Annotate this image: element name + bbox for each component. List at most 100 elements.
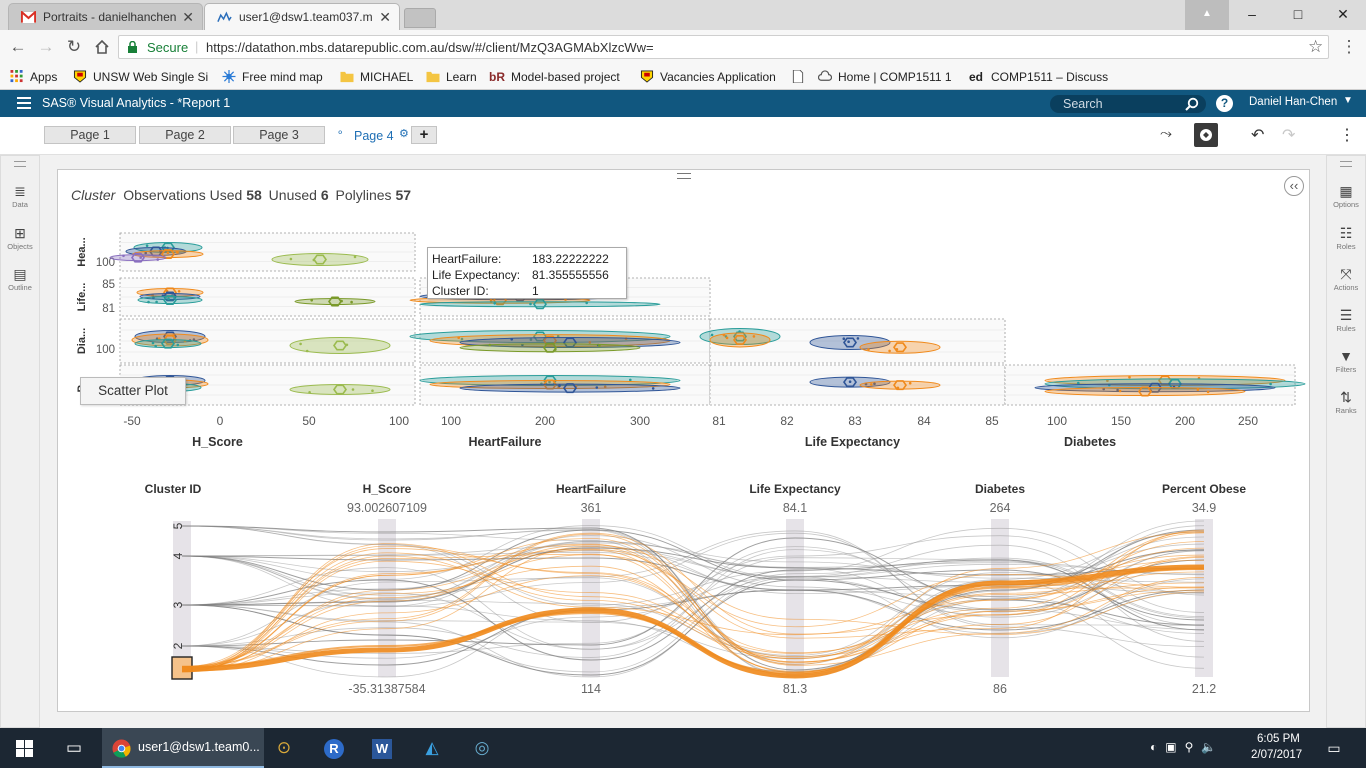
user-name[interactable]: Daniel Han-Chen <box>1249 96 1338 108</box>
observation-point <box>351 388 355 391</box>
search-input[interactable]: Search <box>1050 95 1206 113</box>
column-tick-label: 250 <box>1238 414 1258 428</box>
browser-app-icon[interactable]: ◎ <box>474 738 490 757</box>
remote-desktop-icon <box>217 11 232 23</box>
tab-page-3[interactable]: Page 3 <box>233 126 325 144</box>
axis-title: Percent Obese <box>1162 482 1246 496</box>
tab-page-4[interactable]: Page 4 <box>354 129 394 143</box>
menu-icon[interactable]: ⋮ <box>1340 37 1358 56</box>
redo-icon[interactable]: ↷ <box>1282 127 1296 144</box>
bookmark-apps[interactable]: Apps <box>10 68 57 86</box>
taskbar-app-chrome[interactable]: user1@dsw1.team0... <box>102 728 264 768</box>
sidebar-item-data[interactable]: ≣ Data <box>1 180 39 220</box>
maximize-button[interactable]: □ <box>1293 6 1303 22</box>
bookmark-unsw[interactable]: UNSW Web Single Si <box>73 68 208 86</box>
close-tab-icon[interactable]: ✕ <box>379 9 391 25</box>
task-view-icon[interactable]: ▭ <box>65 738 83 757</box>
cluster-ellipse <box>134 339 202 349</box>
new-tab-button[interactable] <box>404 8 436 28</box>
minimize-button[interactable]: – <box>1248 6 1256 22</box>
cluster-id-tick: 5 <box>171 522 185 529</box>
word-icon[interactable]: W <box>366 734 398 762</box>
help-icon[interactable]: ? <box>1216 95 1233 112</box>
polyline <box>181 544 1205 670</box>
close-tab-icon[interactable]: ✕ <box>182 9 194 25</box>
reload-icon[interactable]: ↻ <box>66 37 82 56</box>
address-bar[interactable]: Secure | https://datathon.mbs.datarepubl… <box>118 35 1329 59</box>
polyline <box>181 530 1205 668</box>
page-icon <box>792 70 804 83</box>
browser-tab-gmail[interactable]: Portraits - danielhanchen ✕ <box>8 3 203 30</box>
observation-point <box>166 251 170 255</box>
bookmark-comp1511-home[interactable]: Home | COMP1511 1 <box>818 68 952 86</box>
bookmark-star-icon[interactable]: ☆ <box>1308 37 1324 56</box>
ai-assist-button[interactable] <box>1194 123 1218 147</box>
bookmark-michael[interactable]: MICHAEL <box>340 68 413 86</box>
parallel-coordinates-plot[interactable]: Cluster ID H_Score 93.002607109 -35.3138758… <box>58 470 1311 713</box>
bookmark-model-based[interactable]: bR Model-based project <box>489 68 620 86</box>
search-icon[interactable] <box>1185 97 1199 111</box>
windows-start-icon[interactable] <box>16 740 33 757</box>
sidebar-item-filters[interactable]: ▼ Filters <box>1327 345 1365 385</box>
url-text[interactable]: https://datathon.mbs.datarepublic.com.au… <box>206 40 654 55</box>
observation-point <box>308 391 311 394</box>
cluster-ellipse <box>1044 387 1246 396</box>
tooltip-row: Life Expectancy: 81.355555556 <box>432 267 622 283</box>
chevron-down-icon[interactable]: ▼ <box>1343 95 1353 106</box>
sidebar-item-outline[interactable]: ▤ Outline <box>1 263 39 303</box>
sidebar-item-options[interactable]: ▦ Options <box>1327 180 1365 220</box>
drag-handle-icon[interactable] <box>677 173 691 179</box>
axis-title: HeartFailure <box>556 482 626 496</box>
forward-icon[interactable]: → <box>37 37 55 56</box>
observation-point <box>289 257 293 261</box>
observation-point <box>1196 388 1200 391</box>
app-icon[interactable]: ◭ <box>425 738 439 757</box>
tab-title: Portraits - danielhanchen <box>43 10 177 24</box>
sidebar-item-label: Filters <box>1335 365 1357 374</box>
sidebar-item-label: Actions <box>1333 283 1359 292</box>
browser-tab-sas[interactable]: user1@dsw1.team037.m ✕ <box>204 3 400 30</box>
sidebar-item-ranks[interactable]: ⇅ Ranks <box>1327 386 1365 426</box>
sidebar-item-objects[interactable]: ⊞ Objects <box>1 222 39 262</box>
folder-icon <box>426 71 440 83</box>
bookmark-label: Vacancies Application <box>660 70 776 84</box>
tab-page-2[interactable]: Page 2 <box>139 126 231 144</box>
column-tick-label: 100 <box>441 414 461 428</box>
bookmark-mindmap[interactable]: Free mind map <box>222 68 323 86</box>
tooltip-value: 1 <box>532 284 539 298</box>
collapse-icon[interactable]: ‹‹ <box>1284 176 1304 196</box>
add-page-button[interactable]: + <box>411 126 437 144</box>
undo-icon[interactable]: ↶ <box>1251 127 1265 144</box>
hamburger-menu-icon[interactable] <box>17 96 31 110</box>
sidebar-item-actions[interactable]: ⤧ Actions <box>1327 263 1365 303</box>
notifications-icon[interactable]: ▭ <box>1327 740 1341 756</box>
r-icon[interactable]: R <box>318 734 350 762</box>
polyline <box>181 549 1205 673</box>
tab-page-1[interactable]: Page 1 <box>44 126 136 144</box>
bookmark-comp1511-discuss[interactable]: ed COMP1511 – Discuss <box>969 68 1108 86</box>
bookmark-page[interactable] <box>791 68 811 86</box>
scatter-plot-matrix[interactable]: Hea...100Life...8581Dia...100P...-500501… <box>58 170 1311 470</box>
polyline <box>181 541 1205 672</box>
system-tray-icons[interactable]: ◐▣⚲🔈 <box>1150 740 1225 754</box>
page-options-icon[interactable]: ⚙ <box>399 128 409 140</box>
observation-point <box>848 380 852 383</box>
league-icon[interactable]: ⊙ <box>276 738 292 757</box>
more-options-icon[interactable]: ⋮ <box>1339 127 1355 144</box>
report-page-tabs: Page 1 Page 2 Page 3 ⚬ Page 4 ⚙ + ⤳ ↶ ↷ … <box>0 117 1366 155</box>
observation-point <box>1206 390 1210 394</box>
cluster-centroid <box>563 337 577 348</box>
row-axis-label: Hea... <box>76 237 88 266</box>
back-icon[interactable]: ← <box>9 37 27 56</box>
close-window-button[interactable]: ✕ <box>1337 6 1349 22</box>
sidebar-item-roles[interactable]: ☷ Roles <box>1327 222 1365 262</box>
cluster-centroid <box>161 249 175 259</box>
observation-point <box>870 383 873 386</box>
clock-date: 2/07/2017 <box>1251 749 1303 761</box>
bookmark-vacancies[interactable]: Vacancies Application <box>640 68 776 86</box>
profile-icon[interactable]: ▲ <box>1185 0 1229 30</box>
sidebar-item-rules[interactable]: ☰ Rules <box>1327 304 1365 344</box>
home-icon[interactable] <box>90 35 114 59</box>
share-icon[interactable]: ⤳ <box>1160 125 1173 142</box>
bookmark-learn[interactable]: Learn <box>426 68 477 86</box>
